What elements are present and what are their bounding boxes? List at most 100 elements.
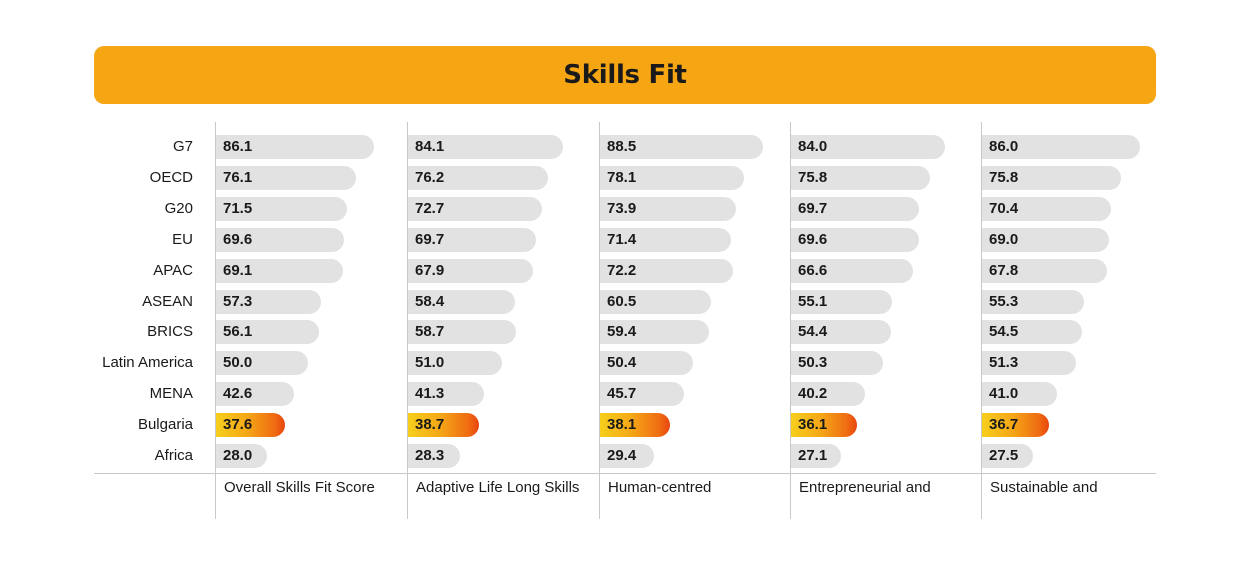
category-label: Bulgaria	[137, 416, 193, 434]
bar-value-label: 29.4	[607, 447, 637, 464]
category-label: G20	[164, 199, 193, 217]
bar	[791, 320, 891, 345]
bar	[216, 320, 320, 345]
bar	[982, 289, 1084, 314]
bar-value-label: 41.3	[415, 385, 445, 403]
bar-value-label: 51.3	[989, 354, 1019, 372]
category-label: APAC	[153, 261, 193, 279]
bar-value-label: 40.2	[798, 385, 828, 403]
bar-value-label: 78.1	[607, 168, 637, 186]
bar-highlight	[600, 413, 671, 438]
bar	[982, 444, 1033, 468]
bar-value-label: 56.1	[223, 323, 253, 341]
category-label: BRICS	[147, 323, 193, 341]
bar	[982, 135, 1141, 159]
bar	[216, 444, 268, 468]
bar-value-label: 45.7	[607, 385, 637, 403]
bar	[600, 258, 733, 283]
bar-value-label: 50.0	[223, 354, 253, 372]
series-label: Sustainable and	[990, 479, 1098, 496]
bar	[216, 351, 308, 376]
bar-value-label: 38.7	[415, 416, 445, 434]
bar	[408, 289, 516, 314]
bar	[216, 196, 348, 221]
bar-value-label: 36.7	[989, 416, 1019, 434]
bar	[408, 165, 549, 190]
bar	[216, 289, 322, 314]
bar-value-label: 75.8	[798, 168, 828, 186]
bar	[791, 444, 841, 468]
series-label: Human-centred	[608, 479, 712, 496]
bar-value-label: 73.9	[607, 199, 637, 217]
bar	[982, 382, 1058, 407]
bar	[791, 382, 865, 407]
category-label: Latin America	[102, 354, 193, 372]
bar	[600, 135, 763, 159]
bar	[600, 320, 710, 345]
bar-value-label: 28.0	[223, 447, 253, 464]
series-label: Entrepreneurial and	[799, 479, 931, 496]
bar	[408, 351, 502, 376]
bar-value-label: 67.9	[415, 261, 445, 279]
bar	[408, 320, 516, 345]
bar-value-label: 38.1	[607, 416, 637, 434]
column-divider	[981, 122, 982, 519]
bar	[600, 289, 712, 314]
bar-value-label: 67.8	[989, 261, 1019, 279]
bar	[600, 351, 693, 376]
column-divider	[407, 122, 408, 519]
bar-highlight	[791, 413, 858, 438]
bar	[216, 165, 356, 190]
bar	[791, 135, 946, 159]
bar-value-label: 86.1	[223, 138, 253, 155]
bar-value-label: 50.3	[798, 354, 828, 372]
bar	[982, 351, 1077, 376]
bar	[408, 227, 537, 252]
bar-highlight	[408, 413, 480, 438]
column-divider	[790, 122, 791, 519]
baseline-divider	[94, 473, 1156, 474]
bar-value-label: 37.6	[223, 416, 253, 434]
bar-value-label: 55.3	[989, 292, 1019, 310]
bar-value-label: 54.4	[798, 323, 828, 341]
column-divider	[215, 122, 216, 519]
bar-value-label: 58.7	[415, 323, 445, 341]
bar-value-label: 41.0	[989, 385, 1019, 403]
bar-value-label: 75.8	[989, 168, 1019, 186]
bar	[216, 382, 295, 407]
bar	[982, 258, 1107, 283]
bar-value-label: 84.1	[415, 138, 445, 155]
bar-value-label: 88.5	[607, 138, 637, 155]
bar-value-label: 50.4	[607, 354, 637, 372]
bar-value-label: 72.7	[415, 199, 445, 217]
category-label: EU	[172, 230, 193, 248]
bar-value-label: 60.5	[607, 292, 637, 310]
bar-value-label: 69.6	[798, 230, 828, 248]
bar	[408, 258, 533, 283]
category-label: ASEAN	[142, 292, 193, 310]
bar-value-label: 69.0	[989, 230, 1019, 248]
bar	[600, 165, 744, 190]
bar-value-label: 28.3	[415, 447, 445, 464]
bar-highlight	[216, 413, 286, 438]
category-label: Africa	[154, 447, 193, 464]
bar-value-label: 42.6	[223, 385, 253, 403]
bar	[216, 135, 375, 159]
bar-value-label: 51.0	[415, 354, 445, 372]
bar-value-label: 76.2	[415, 168, 445, 186]
bar-value-label: 72.2	[607, 261, 637, 279]
category-label: G7	[172, 138, 193, 155]
bar-value-label: 71.4	[607, 230, 637, 248]
bar	[408, 196, 542, 221]
bar-value-label: 55.1	[798, 292, 828, 310]
bar	[982, 227, 1109, 252]
bar-value-label: 69.6	[223, 230, 253, 248]
bar-value-label: 76.1	[223, 168, 253, 186]
bar	[600, 196, 736, 221]
bar-highlight	[982, 413, 1050, 438]
bar	[408, 444, 460, 468]
bar	[600, 444, 655, 468]
bar-value-label: 57.3	[223, 292, 253, 310]
bar	[216, 227, 344, 252]
